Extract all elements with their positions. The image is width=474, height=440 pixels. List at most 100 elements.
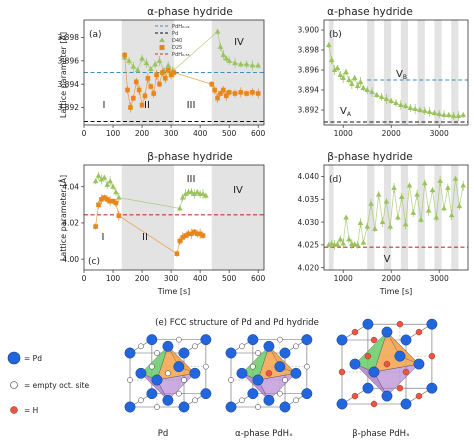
legend-pd-atom-icon [7,351,21,365]
panel-d-x-tick-label: 2000 [382,274,401,283]
panel-b-y-tick-label: 3.892 [298,106,320,115]
pd-atom [178,347,190,359]
panel-c-d40-point [113,189,119,195]
panel-d-d40-point [398,193,405,199]
panel-a-x-tick-label: 0 [82,129,87,138]
panel-b-title: α-phase hydride [327,6,413,18]
empty-octahedral-site [165,370,171,377]
panel-a-title: α-phase hydride [147,6,233,18]
panel-b-y-ticks: 3.900 3.898 3.896 3.894 3.892 [298,26,324,115]
panel-a-d40-point [147,66,154,71]
legend-empty-site-icon [10,381,18,389]
structure-legend: = Pd = empty oct. site = H [7,351,89,415]
panel-c-ylabel: Lattice parameter [Å] [57,175,68,261]
panel-c-d40-point [110,183,116,189]
panel-c-y-tick-label: 4.00 [62,255,79,264]
panel-b-d40-point [349,81,355,86]
panel-d-d40-point [343,214,349,220]
panel-a-region-2: II [144,100,150,111]
pd-atom [400,334,412,346]
panel-a-region-3: III [187,100,196,111]
panel-a-d40-point [226,57,232,63]
panel-c-d40-point [116,194,122,200]
panel-d-d40-point [456,203,463,209]
panel-a-d25-point [157,81,162,87]
pd-atom [413,358,425,370]
empty-octahedral-site [277,390,283,397]
panel-a-d25-point [148,84,154,89]
panel-d-data [326,175,466,250]
panel-c-x-tick-label: 100 [106,274,121,283]
panel-c-d40-point [104,181,111,187]
panel-b-shaded-region [384,20,392,125]
panel-c-d40-point [95,172,102,178]
panel-a-d40-point [156,57,163,63]
panel-d-region-v: V [384,254,391,265]
panel-a-d40-point [232,60,238,66]
panel-a-region-4: IV [234,37,244,48]
pd-atom [263,340,275,352]
panel-b-shaded-region [328,20,334,125]
pd-atom [362,318,374,330]
panel-a-y-tick-label: 3.894 [58,80,80,89]
panel-d-label: (d) [329,175,342,185]
panel-d-shaded-region [367,165,375,270]
pd-atom [247,388,259,400]
structure-label-pd: Pd [158,429,169,439]
panel-d: β-phase hydride 4.040 4.035 4.030 4.025 4.02… [298,151,469,296]
panel-b-region-va: VA [340,106,352,118]
panel-b-d40-point [378,94,385,99]
hydrogen-atom [370,400,378,408]
panel-d-d40-point [379,219,386,225]
pd-atom [146,334,158,346]
empty-octahedral-site [239,397,245,404]
pd-atom [225,347,237,359]
legend-pdh058: PdH₀.₅₈ [172,52,190,58]
hydrogen-atom [338,368,346,376]
panel-d-d40-point [441,205,447,211]
panel-b-d40-point [364,87,370,92]
panel-a-d25-point [145,76,151,81]
panel-c-d25-point [200,233,206,238]
empty-octahedral-site [255,350,261,356]
panel-b-d40-point [334,65,341,70]
panel-c-d25-point [113,200,119,206]
hydrogen-atom [351,328,359,336]
panel-b-d40-point [412,106,418,111]
legend-h-label: = H [24,406,38,415]
panel-b-shading [328,20,459,125]
panel-a-d40-point [255,62,261,68]
panel-a-x-tick-label: 600 [251,129,266,138]
empty-octahedral-site [282,377,288,383]
panel-d-d40-point [364,223,370,229]
pd-atom [173,361,185,373]
panel-c-x-tick-label: 400 [193,274,208,283]
pd-atom [301,334,313,346]
panel-d-d40-point [437,177,443,183]
panel-a-d40-point [152,61,158,67]
panel-c-d40-point [200,190,206,196]
panel-a-d40-point [165,62,171,68]
panel-b-d40-point [446,112,452,117]
panel-d-d40-point [354,241,361,247]
pd-atom [274,361,286,373]
legend-empty-site-label: = empty oct. site [24,381,89,390]
panel-b-d40-point [460,112,466,117]
empty-octahedral-site [154,404,160,410]
empty-octahedral-site [203,363,209,370]
panel-a-x-tick-label: 300 [164,129,179,138]
panel-c-d25-point [104,197,110,202]
panel-c-region-3: III [187,174,196,185]
panel-c-label: (c) [88,257,100,267]
panel-a-d25-point [142,93,148,99]
pd-atom [279,347,291,359]
empty-octahedral-site [250,363,256,370]
empty-octahedral-site [255,404,261,410]
hydrogen-atom [370,336,378,344]
panel-b-x-tick-label: 1000 [334,129,353,138]
pd-atom [301,388,313,400]
empty-octahedral-site [127,377,133,383]
structure-pd [124,334,212,413]
pd-atom [426,318,438,330]
structure-label-beta: β-phase PdHₓ [352,429,410,439]
